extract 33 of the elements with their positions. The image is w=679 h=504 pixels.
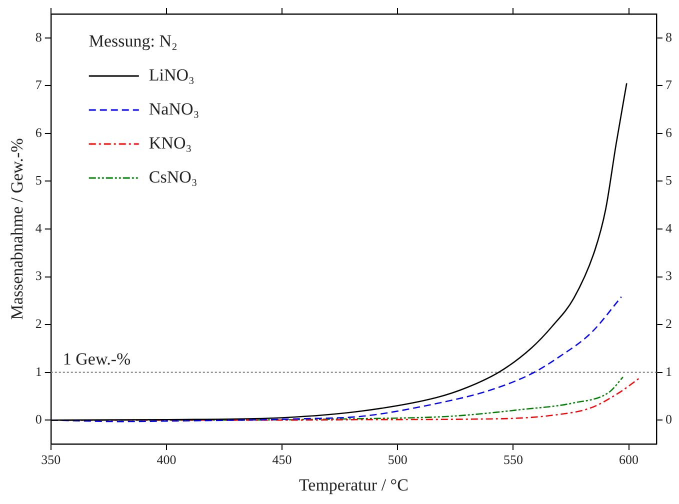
legend-label: CsNO₃ xyxy=(148,167,198,186)
legend-label: KNO₃ xyxy=(148,133,192,152)
x-tick-label: 450 xyxy=(272,452,292,468)
x-tick-label: 550 xyxy=(503,452,523,468)
legend-title: Messung: N₂ xyxy=(88,31,178,50)
y-tick-label: 1 xyxy=(35,364,42,379)
y-tick-label: 4 xyxy=(35,220,42,236)
y2-tick-label: 5 xyxy=(666,172,672,188)
x-tick-label: 400 xyxy=(156,452,176,468)
y2-tick-label: 4 xyxy=(666,220,672,236)
ref-line-label: 1 Gew.-% xyxy=(62,349,131,368)
legend-label: LiNO₃ xyxy=(148,65,195,84)
y-axis-title: Massenabnahme / Gew.-% xyxy=(8,138,27,320)
y2-tick-label: 1 xyxy=(666,364,672,379)
line-series xyxy=(50,296,622,422)
y-tick-label: 5 xyxy=(35,172,42,188)
y2-tick-label: 8 xyxy=(666,29,672,44)
x-tick-label: 350 xyxy=(41,452,61,468)
y2-tick-label: 3 xyxy=(666,268,672,284)
y-tick-label: 0 xyxy=(35,412,42,427)
x-tick-label: 500 xyxy=(388,452,408,468)
y-tick-label: 2 xyxy=(35,316,42,331)
y-tick-label: 8 xyxy=(35,29,42,44)
y-tick-label: 7 xyxy=(35,77,42,92)
legend-label: NaNO₃ xyxy=(148,99,200,118)
x-tick-label: 600 xyxy=(619,452,639,468)
y2-tick-label: 7 xyxy=(666,77,672,92)
y2-tick-label: 2 xyxy=(666,316,672,331)
y-tick-label: 6 xyxy=(35,124,42,140)
x-axis-title: Temperatur / °C xyxy=(298,475,408,494)
y2-tick-label: 0 xyxy=(666,412,672,427)
y-tick-label: 3 xyxy=(35,268,42,284)
y2-tick-label: 6 xyxy=(666,124,672,140)
